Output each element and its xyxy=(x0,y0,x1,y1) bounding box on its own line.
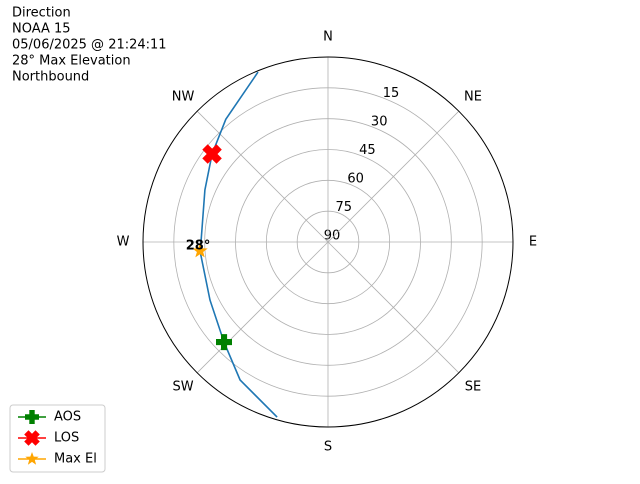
theta-tick-label: S xyxy=(324,440,332,455)
legend-marker xyxy=(25,452,39,465)
r-tick-label: 15 xyxy=(383,86,400,101)
theta-tick-label: W xyxy=(117,235,130,250)
theta-tick-label: E xyxy=(529,235,537,250)
theta-tick-label: NW xyxy=(172,90,195,105)
theta-tick-label: SW xyxy=(172,379,193,394)
r-tick-label: 45 xyxy=(359,143,376,158)
legend-marker xyxy=(24,430,40,446)
marker-plus xyxy=(216,334,232,351)
legend-label: AOS xyxy=(54,410,81,425)
legend-label: Max El xyxy=(54,452,97,467)
marker-x xyxy=(202,144,222,164)
pass-track xyxy=(199,71,278,418)
title-line: 28° Max Elevation xyxy=(12,54,131,69)
title-line: Direction xyxy=(12,6,71,21)
r-tick-label: 90 xyxy=(324,229,341,244)
legend-marker xyxy=(25,410,39,424)
grid-spoke xyxy=(196,241,329,374)
value-label: 28° xyxy=(186,238,211,253)
title-line: 05/06/2025 @ 21:24:11 xyxy=(12,38,167,53)
theta-tick-label: SE xyxy=(465,379,481,394)
title-line: Northbound xyxy=(12,70,89,85)
marker-star xyxy=(192,242,208,258)
r-tick-label: 30 xyxy=(371,115,388,130)
grid-spoke xyxy=(327,241,460,374)
theta-tick-label: N xyxy=(323,30,333,45)
r-tick-label: 75 xyxy=(336,200,353,215)
theta-tick-label: NE xyxy=(464,90,482,105)
r-tick-label: 60 xyxy=(347,172,364,187)
grid-spoke xyxy=(196,110,329,243)
polar-frame xyxy=(142,56,514,428)
grid-spoke xyxy=(327,110,460,243)
title-line: NOAA 15 xyxy=(12,22,71,37)
legend-label: LOS xyxy=(54,431,79,446)
